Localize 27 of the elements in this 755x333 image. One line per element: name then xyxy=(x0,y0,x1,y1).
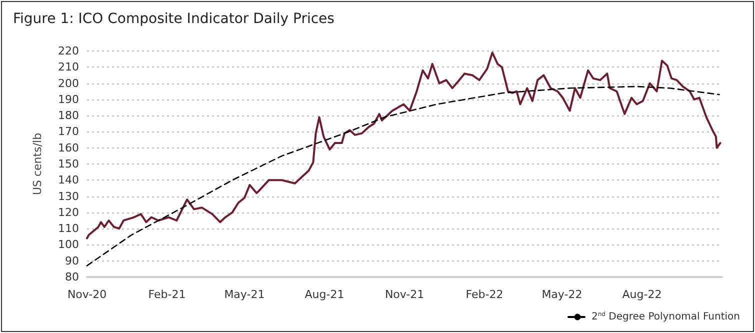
line-series xyxy=(86,86,720,266)
x-tick-label: Nov-21 xyxy=(384,288,424,301)
y-tick-label: 110 xyxy=(58,222,79,236)
x-tick-label: Aug-22 xyxy=(622,288,662,301)
x-tick-label: May-21 xyxy=(224,288,265,301)
y-tick-label: 210 xyxy=(58,60,79,74)
y-tick-label: 130 xyxy=(58,190,79,203)
y-tick-label: 140 xyxy=(58,174,79,187)
y-tick-label: 190 xyxy=(58,92,79,106)
line-series xyxy=(86,52,722,240)
x-tick-label: May-22 xyxy=(542,288,582,301)
y-tick-label: 100 xyxy=(58,238,79,252)
y-tick-label: 150 xyxy=(58,158,79,170)
y-tick-label: 220 xyxy=(58,44,79,58)
y-tick-label: 180 xyxy=(58,109,79,122)
y-axis-title: US cents/lb xyxy=(31,132,44,196)
x-tick-label: Nov-20 xyxy=(67,288,107,301)
x-tick-label: Feb-22 xyxy=(466,288,504,301)
chart-title: Figure 1: ICO Composite Indicator Daily Prices xyxy=(13,11,334,27)
y-tick-label: 160 xyxy=(58,141,79,154)
y-tick-label: 90 xyxy=(65,254,79,268)
y-tick-label: 200 xyxy=(58,76,79,90)
y-tick-label: 120 xyxy=(58,206,79,219)
y-tick-label: 170 xyxy=(58,125,79,138)
x-tick-label: Feb-21 xyxy=(148,288,186,301)
y-tick-label: 80 xyxy=(65,270,79,284)
x-tick-label: Aug-21 xyxy=(304,288,344,301)
